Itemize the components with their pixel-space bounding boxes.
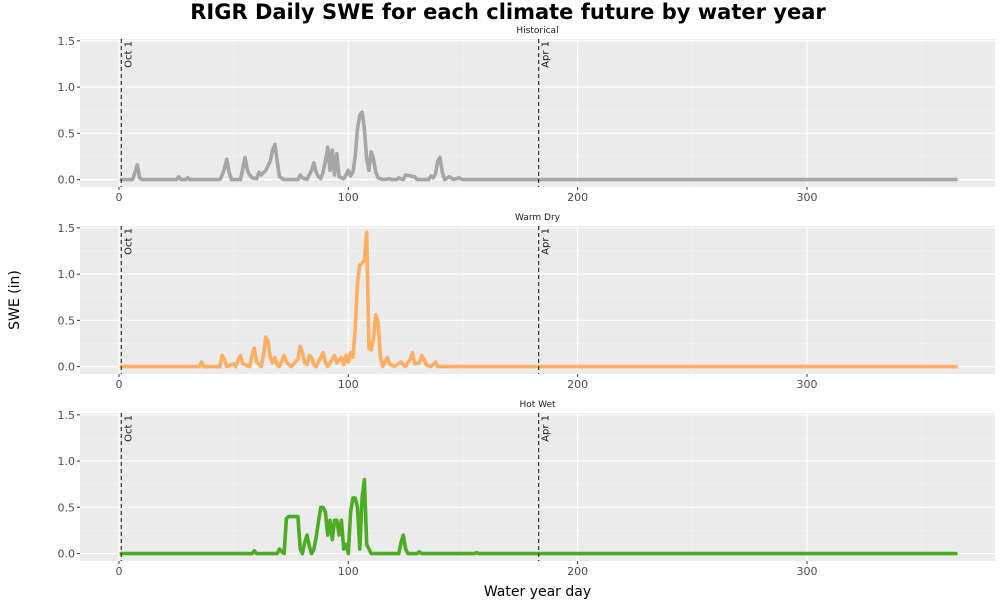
chart-title: RIGR Daily SWE for each climate future b… [190,0,826,24]
y-tick-label: 0.5 [58,314,76,327]
x-axis-title: Water year day [484,584,591,600]
x-tick-label: 0 [115,565,122,578]
series-line-historical [119,110,958,182]
x-tick-label: 300 [796,191,817,204]
y-axis-title: SWE (in) [7,270,23,330]
y-tick-label: 0.5 [58,501,76,514]
x-tick-label: 200 [567,378,588,391]
panel-hot-wet: Hot Wet 0.0 0.5 1.0 1.5 0 100 200 300 Oct 1 Apr 1 [58,400,995,578]
x-tick-label: 0 [115,378,122,391]
x-tick-label: 200 [567,191,588,204]
panel-background [80,39,995,187]
y-tick-label: 1.5 [58,222,76,235]
x-tick-label: 100 [338,378,359,391]
panel-historical: Historical 0.0 0.5 1.0 1.5 0 100 200 300 Oct 1 Apr… [58,26,995,204]
panel-title: Hot Wet [519,400,556,410]
x-tick-label: 200 [567,565,588,578]
series-line-hot-wet [119,477,958,556]
x-tick-label: 0 [115,191,122,204]
y-tick-label: 1.0 [58,268,76,281]
panel-warm-dry: Warm Dry 0.0 0.5 1.0 1.5 0 100 200 300 Oct 1 Apr 1 [58,213,995,391]
y-tick-label: 0.0 [58,548,76,561]
x-tick-label: 300 [796,565,817,578]
reference-line-label: Oct 1 [123,41,134,68]
x-tick-label: 100 [338,191,359,204]
y-tick-label: 1.0 [58,81,76,94]
y-tick-label: 1.0 [58,455,76,468]
y-tick-label: 0.0 [58,361,76,374]
reference-line-label: Apr 1 [541,41,552,68]
y-tick-label: 1.5 [58,35,76,48]
x-tick-label: 100 [338,565,359,578]
reference-line-label: Oct 1 [123,228,134,255]
reference-line-label: Apr 1 [541,228,552,255]
panel-background [80,226,995,374]
y-tick-label: 0.0 [58,174,76,187]
reference-line-label: Apr 1 [541,415,552,442]
y-tick-label: 0.5 [58,127,76,140]
y-tick-label: 1.5 [58,409,76,422]
panel-title: Warm Dry [515,213,561,223]
x-tick-label: 300 [796,378,817,391]
reference-line-label: Oct 1 [123,415,134,442]
series-line-warm-dry [119,230,958,369]
panel-background [80,413,995,561]
panel-title: Historical [516,26,558,36]
